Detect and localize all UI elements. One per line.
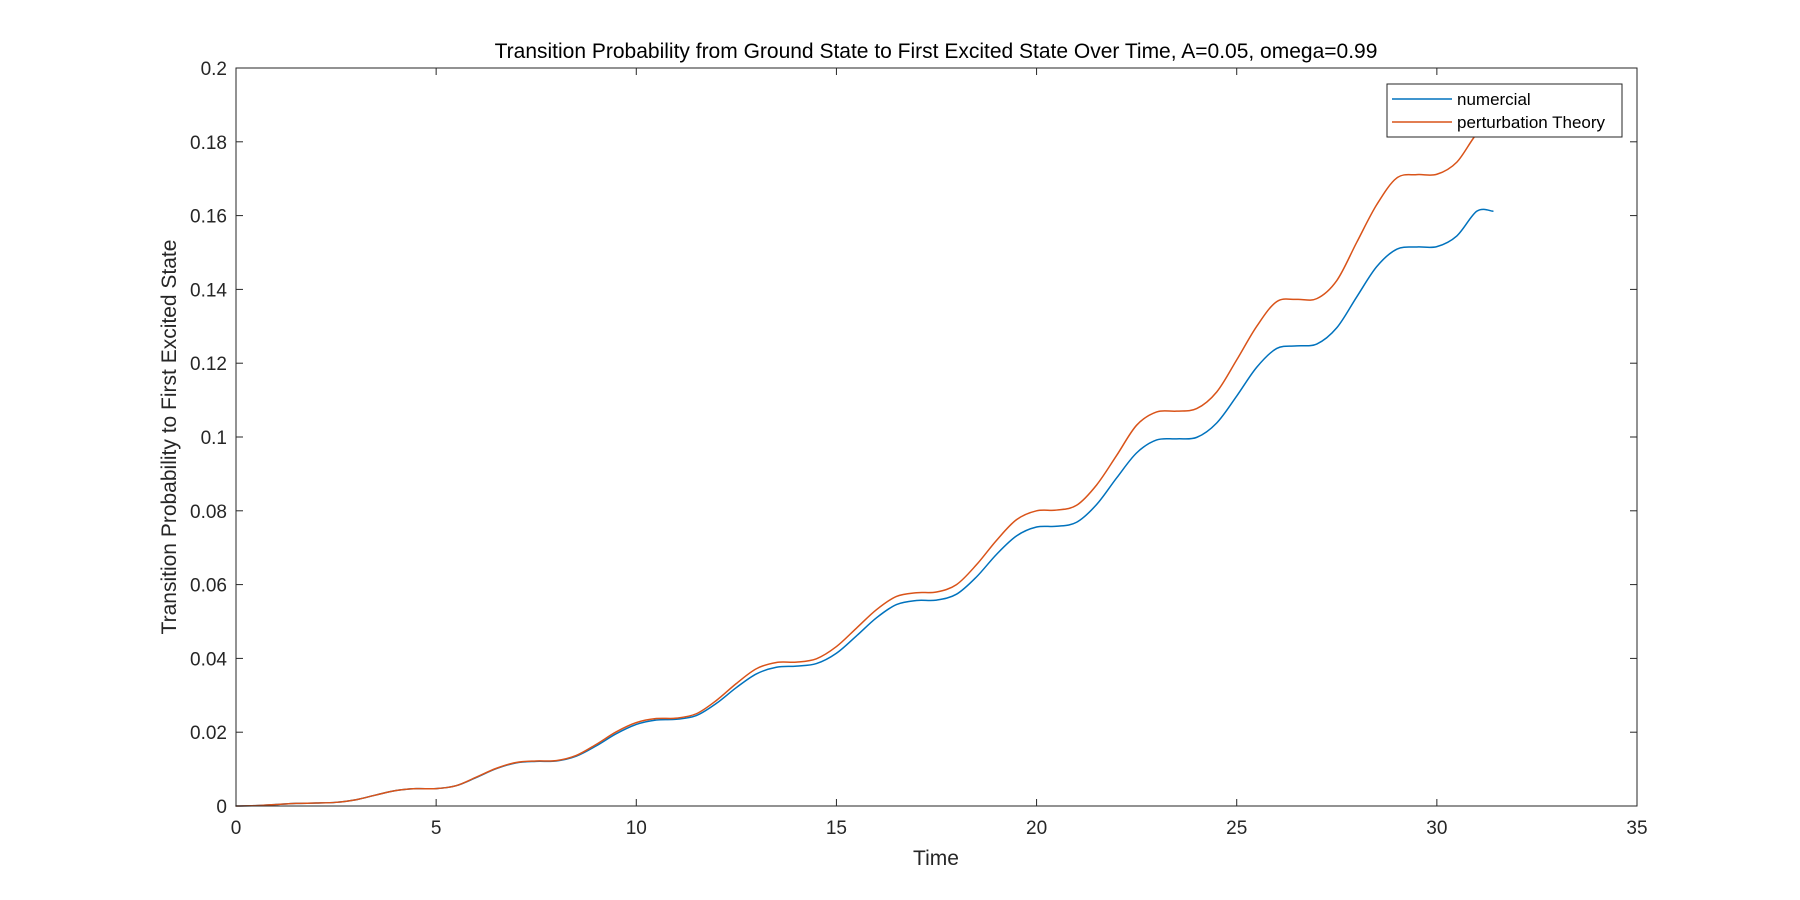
y-tick-label: 0.04 <box>190 649 227 670</box>
y-tick-label: 0.12 <box>190 354 227 375</box>
y-tick-label: 0.18 <box>190 133 227 154</box>
y-tick-label: 0.02 <box>190 723 227 744</box>
x-tick-label: 15 <box>826 818 847 839</box>
legend: numercial perturbation Theory <box>1386 83 1623 138</box>
x-tick-label: 5 <box>431 818 442 839</box>
y-tick-labels: 0 0.02 0.04 0.06 0.08 0.1 0.12 0.14 0.16 0.18 0.2 <box>190 59 227 818</box>
y-axis-title: Transition Probability to First Excited … <box>158 240 181 635</box>
plot-background <box>236 68 1637 806</box>
x-tick-label: 20 <box>1026 818 1047 839</box>
chart-title: Transition Probability from Ground State… <box>495 40 1378 63</box>
y-tick-label: 0.14 <box>190 280 227 301</box>
x-tick-label: 10 <box>626 818 647 839</box>
legend-label-perturbation-theory: perturbation Theory <box>1457 113 1606 132</box>
legend-label-numercial: numercial <box>1457 90 1531 109</box>
tick-layer <box>235 67 1638 807</box>
y-tick-label: 0.08 <box>190 502 227 523</box>
x-axis-title: Time <box>913 847 959 870</box>
series-layer <box>235 122 1494 807</box>
y-tick-label: 0.2 <box>201 59 227 80</box>
x-tick-label: 0 <box>231 818 242 839</box>
y-tick-label: 0.06 <box>190 576 227 597</box>
legend-box <box>1386 83 1623 138</box>
series-line-perturbation-theory <box>235 122 1494 807</box>
x-tick-label: 30 <box>1426 818 1447 839</box>
y-tick-label: 0.16 <box>190 207 227 228</box>
y-tick-label: 0.1 <box>201 428 227 449</box>
y-tick-label: 0 <box>216 797 227 818</box>
x-tick-label: 35 <box>1626 818 1647 839</box>
x-tick-labels: 0 5 10 15 20 25 30 35 <box>231 818 1648 839</box>
x-tick-label: 25 <box>1226 818 1247 839</box>
